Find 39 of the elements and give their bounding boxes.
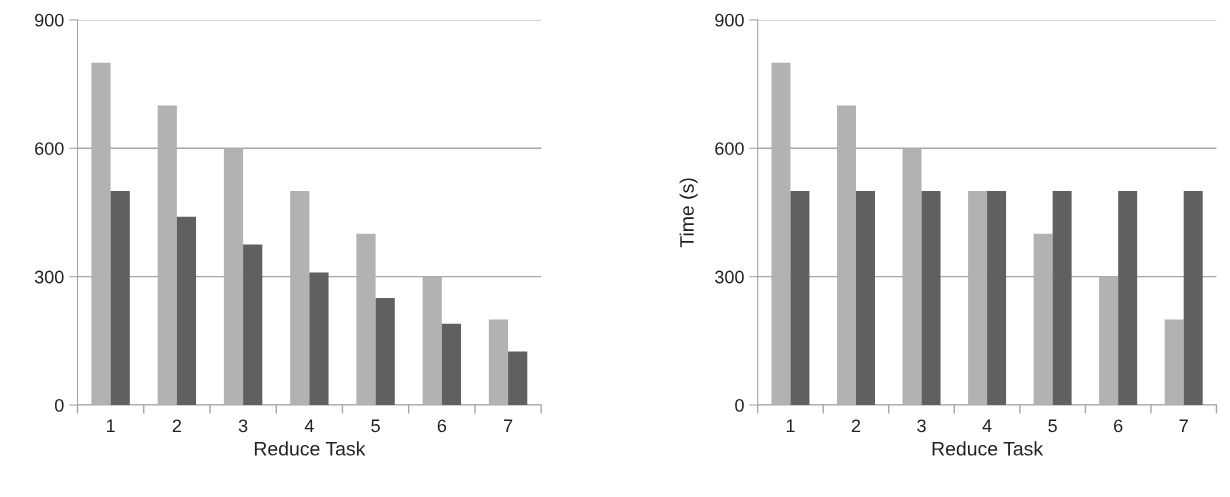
y-tick-label: 0	[735, 398, 744, 412]
y-axis-title: Time (s)	[679, 178, 698, 248]
bar	[309, 272, 329, 406]
x-tick-label: 5	[371, 419, 380, 433]
y-tick-label: 900	[715, 13, 744, 27]
bar	[441, 323, 462, 406]
y-tick-label: 300	[34, 270, 64, 284]
x-tick-label: 1	[106, 419, 115, 433]
x-tick-label: 3	[238, 419, 248, 433]
x-tick-label: 6	[437, 419, 447, 433]
y-tick-label: 900	[35, 13, 64, 27]
bar	[921, 191, 941, 406]
bar	[1183, 191, 1203, 406]
bar	[1118, 191, 1138, 406]
x-tick-label: 7	[503, 419, 513, 433]
y-tick-label: 300	[715, 270, 744, 284]
bar	[375, 298, 395, 406]
x-tick-label: 5	[1048, 419, 1057, 433]
y-tick-label: 600	[35, 142, 64, 155]
x-tick-label: 3	[917, 419, 926, 433]
bar	[790, 191, 810, 406]
bar	[1052, 191, 1072, 406]
y-tick-label: 0	[54, 398, 64, 412]
y-tick-label: 600	[715, 142, 744, 155]
x-tick-label: 6	[1114, 419, 1123, 433]
x-tick-label: 4	[304, 419, 314, 433]
x-tick-label: 2	[172, 419, 181, 433]
bar	[176, 216, 197, 406]
x-axis-title: Reduce Task	[254, 441, 366, 456]
x-tick-label: 2	[851, 419, 861, 433]
bar	[855, 191, 875, 406]
bar	[243, 244, 263, 406]
bar	[987, 191, 1007, 406]
bar	[508, 351, 528, 406]
bar	[110, 191, 130, 406]
x-tick-label: 1	[786, 419, 795, 433]
x-tick-label: 7	[1179, 419, 1188, 433]
x-tick-label: 4	[982, 419, 992, 433]
x-axis-title: Reduce Task	[932, 441, 1044, 456]
